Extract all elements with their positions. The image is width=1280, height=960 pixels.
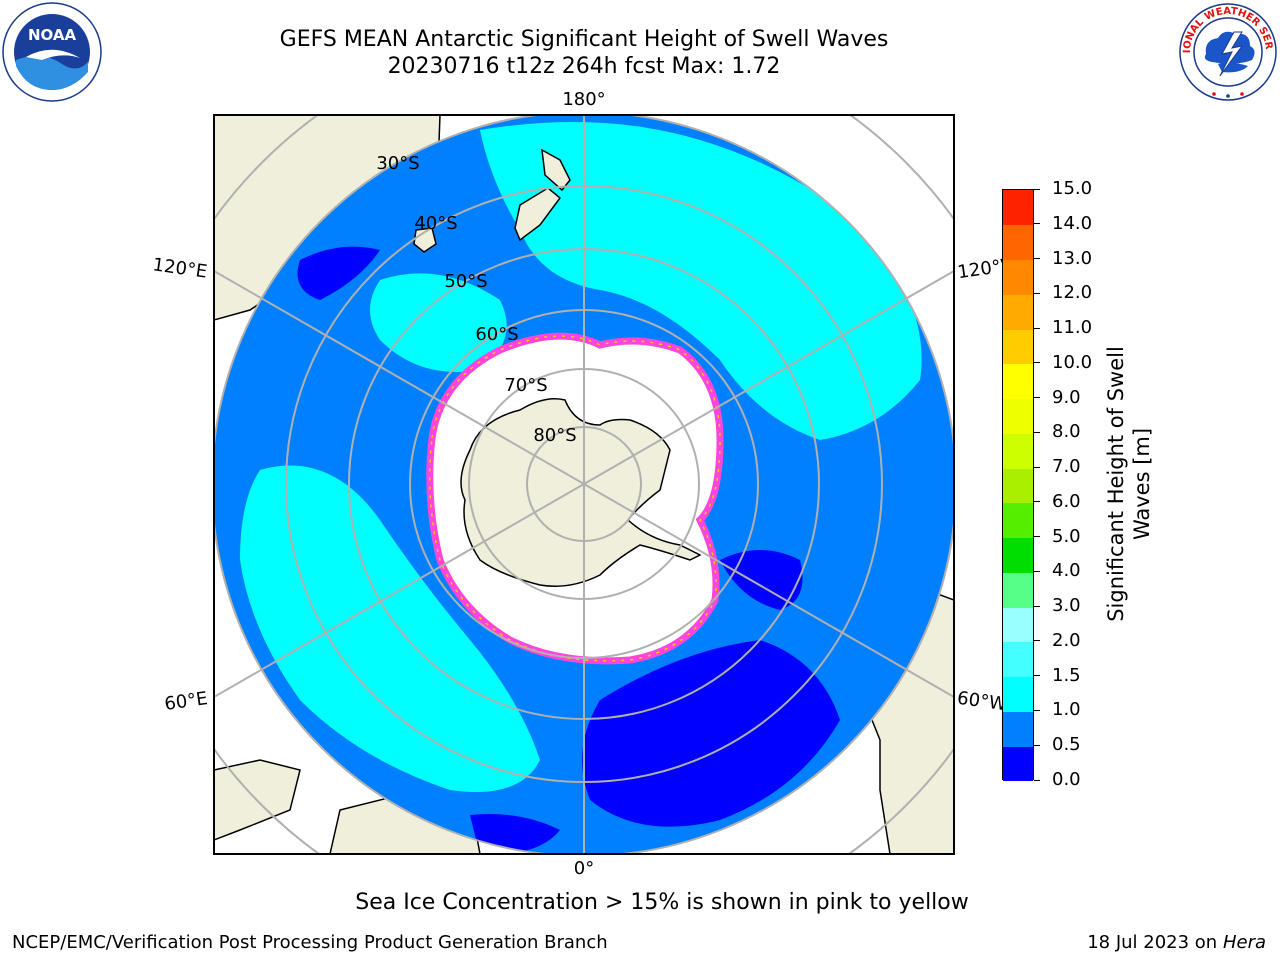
colorbar-segment [1003,537,1033,573]
lat-label-50s: 50°S [444,271,487,292]
sea-ice-edge-yellow [429,335,721,662]
footer-date: 18 Jul 2023 on Hera [1087,932,1266,953]
colorbar-tick [1034,223,1040,225]
colorbar-segment [1003,363,1033,400]
colorbar-segment [1003,190,1033,226]
footer-date-text: 18 Jul 2023 on [1087,932,1223,953]
lat-label-70s: 70°S [504,375,547,396]
lat-label-80s: 80°S [533,425,576,446]
colorbar-tick-label: 15.0 [1052,178,1093,199]
colorbar-tick-label: 11.0 [1052,317,1093,339]
colorbar-tick-label: 7.0 [1052,456,1081,478]
colorbar-tick [1034,640,1040,642]
swell-region-drake-low [720,550,803,610]
colorbar-tick [1034,709,1040,711]
colorbar-segment [1003,746,1033,782]
lon-label-60e: 60°E [163,688,209,715]
colorbar-tick-label: 3.0 [1052,595,1081,617]
colorbar-tick [1034,431,1040,433]
colorbar-tick-label: 4.0 [1052,560,1081,582]
colorbar-tick [1034,570,1040,572]
colorbar-tick [1034,362,1040,364]
swell-region-australia-low [297,246,380,300]
colorbar-tick-label: 10.0 [1052,351,1093,373]
colorbar-segment [1003,398,1033,434]
colorbar-tick [1034,327,1040,329]
lon-label-0: 0° [574,858,594,879]
noaa-logo-text: NOAA [28,26,77,44]
colorbar-segment [1003,502,1033,539]
graticule [214,115,954,854]
swell-region-indian [240,465,540,792]
lat-label-40s: 40°S [414,213,457,234]
chart-subtitle: 20230716 t12z 264h fcst Max: 1.72 [387,54,781,79]
map-frame [213,114,955,855]
lon-label-180: 180° [562,89,605,110]
colorbar-tick [1034,675,1040,677]
colorbar-tick-label: 8.0 [1052,421,1081,443]
colorbar-tick-label: 2.0 [1052,629,1081,651]
swell-region-atlantic-low [582,640,840,827]
colorbar-tick [1034,397,1040,399]
sea-ice-caption: Sea Ice Concentration > 15% is shown in … [355,890,969,915]
colorbar-tick-label: 0.0 [1052,769,1081,790]
colorbar-segment [1003,641,1033,678]
lat-label-30s: 30°S [376,153,419,174]
footer-host: Hera [1222,932,1266,953]
colorbar-tick [1034,258,1040,260]
colorbar-tick-label: 1.0 [1052,699,1081,721]
nws-logo-icon: NATIONAL WEATHER SERVICE [1178,2,1277,101]
colorbar [1002,189,1034,782]
new-zealand-north-land [541,148,571,192]
colorbar-tick [1034,501,1040,503]
colorbar-tick-label: 12.0 [1052,282,1093,304]
footer-producer: NCEP/EMC/Verification Post Processing Pr… [12,932,608,953]
colorbar-segment [1003,259,1033,295]
colorbar-tick-label: 9.0 [1052,386,1081,408]
colorbar-segment [1003,433,1033,469]
colorbar-tick [1034,188,1040,190]
colorbar-segment [1003,329,1033,365]
colorbar-segment [1003,676,1033,712]
noaa-logo-icon: NOAA [2,2,102,102]
lon-label-60w: 60°W [956,688,1008,716]
colorbar-tick-label: 0.5 [1052,734,1081,756]
swell-region-tasman [370,273,507,372]
colorbar-tick [1034,779,1040,781]
colorbar-segment [1003,294,1033,330]
colorbar-title-line2: Waves [m] [1130,427,1154,541]
colorbar-title-line1: Significant Height of Swell [1104,346,1128,622]
colorbar-segment [1003,607,1033,643]
antarctica-land [460,398,702,587]
colorbar-segment [1003,711,1033,747]
colorbar-tick-label: 5.0 [1052,525,1081,547]
colorbar-segment [1003,572,1033,608]
colorbar-tick-label: 14.0 [1052,212,1093,234]
colorbar-tick [1034,292,1040,294]
colorbar-tick [1034,466,1040,468]
chart-title: GEFS MEAN Antarctic Significant Height o… [279,27,889,52]
colorbar-tick-label: 6.0 [1052,490,1081,512]
lon-label-120e: 120°E [151,254,208,282]
colorbar-tick [1034,536,1040,538]
colorbar-segment [1003,224,1033,260]
lat-label-60s: 60°S [475,324,518,345]
colorbar-tick [1034,605,1040,607]
colorbar-tick-label: 13.0 [1052,247,1093,269]
colorbar-tick-label: 1.5 [1052,664,1081,686]
colorbar-title: Significant Height of Swell Waves [m] [1103,346,1155,622]
colorbar-tick [1034,744,1040,746]
colorbar-segment [1003,468,1033,504]
